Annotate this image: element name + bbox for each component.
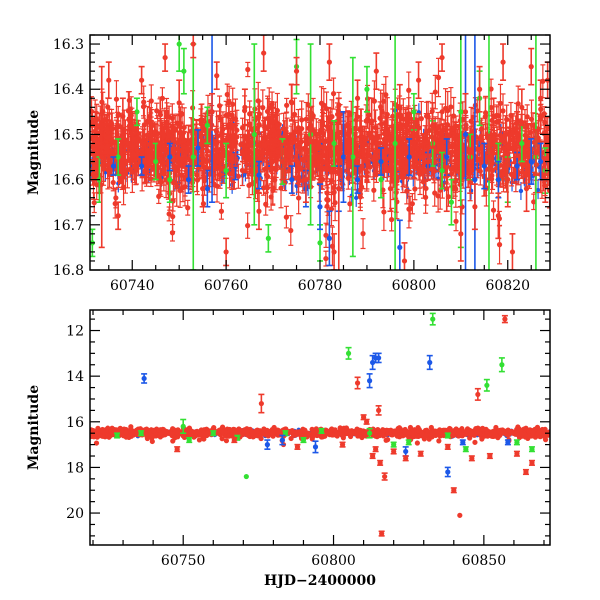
- point-marker: [274, 108, 280, 114]
- point-marker: [403, 116, 409, 122]
- point-marker: [489, 172, 495, 179]
- point-marker: [318, 100, 325, 106]
- point-marker: [407, 206, 413, 212]
- point-marker: [226, 122, 232, 128]
- point-marker: [354, 195, 359, 201]
- point-marker: [528, 116, 535, 122]
- point-marker: [381, 209, 387, 215]
- point-marker: [290, 133, 296, 140]
- point-marker: [113, 96, 120, 102]
- point-marker: [242, 133, 248, 139]
- point-marker: [435, 193, 441, 199]
- point-marker: [148, 98, 154, 104]
- point-marker: [256, 121, 262, 128]
- point-marker: [363, 118, 369, 124]
- point-marker: [447, 133, 453, 139]
- point-marker: [409, 201, 415, 207]
- point-marker: [303, 116, 309, 122]
- point-marker: [224, 91, 230, 98]
- point-marker: [113, 195, 119, 201]
- point-marker: [518, 188, 524, 194]
- point-marker: [235, 173, 241, 179]
- point-marker: [388, 216, 395, 223]
- point-marker: [218, 208, 225, 214]
- point-marker: [531, 199, 537, 205]
- point-marker: [299, 156, 305, 163]
- point-marker: [91, 200, 97, 206]
- point-marker: [262, 143, 268, 149]
- point-marker: [445, 108, 451, 114]
- point-marker: [496, 242, 503, 248]
- point-marker: [264, 108, 271, 115]
- point-marker: [535, 187, 541, 193]
- point-marker: [296, 174, 302, 180]
- point-marker: [230, 101, 236, 107]
- point-marker: [239, 167, 245, 174]
- point-marker: [92, 116, 98, 122]
- plot-area: [90, 35, 550, 270]
- point-marker: [217, 172, 223, 178]
- point-marker: [245, 66, 251, 73]
- point-marker: [353, 117, 359, 123]
- point-marker: [218, 116, 224, 122]
- point-marker: [110, 179, 116, 186]
- point-marker: [357, 168, 363, 174]
- point-marker: [425, 114, 431, 120]
- point-marker: [260, 185, 267, 191]
- point-marker: [174, 140, 181, 146]
- point-marker: [263, 172, 270, 178]
- point-marker: [170, 213, 176, 220]
- point-marker: [264, 185, 271, 191]
- point-marker: [382, 120, 388, 127]
- point-marker: [293, 157, 299, 163]
- point-marker: [490, 207, 497, 213]
- point-marker: [216, 103, 223, 109]
- point-marker: [330, 91, 337, 97]
- point-marker: [291, 111, 298, 117]
- point-marker: [404, 188, 410, 194]
- point-marker: [406, 87, 412, 93]
- point-marker: [524, 114, 530, 120]
- point-marker: [238, 141, 244, 148]
- point-marker: [288, 227, 294, 234]
- point-marker: [422, 135, 428, 141]
- point-marker: [423, 185, 429, 192]
- point-marker: [328, 206, 335, 212]
- point-marker: [229, 112, 235, 118]
- point-marker: [200, 156, 206, 162]
- point-marker: [323, 255, 329, 262]
- point-marker: [194, 172, 200, 178]
- point-marker: [500, 108, 506, 114]
- point-marker: [515, 101, 521, 107]
- point-marker: [395, 134, 401, 140]
- point-marker: [245, 223, 251, 229]
- point-marker: [435, 74, 442, 81]
- point-marker: [226, 171, 233, 177]
- point-marker: [432, 190, 438, 196]
- point-marker: [354, 157, 360, 164]
- point-marker: [323, 232, 329, 238]
- point-marker: [360, 231, 366, 237]
- point-marker: [371, 187, 377, 193]
- point-marker: [412, 186, 418, 192]
- top-panel: 60740 60760 60780 60800 6082016.316.416.516.…: [26, 34, 551, 294]
- point-marker: [181, 124, 187, 131]
- point-marker: [390, 113, 396, 119]
- point-marker: [497, 100, 504, 106]
- point-marker: [269, 101, 275, 107]
- point-marker: [172, 126, 178, 132]
- point-marker: [284, 102, 290, 108]
- point-marker: [418, 116, 424, 122]
